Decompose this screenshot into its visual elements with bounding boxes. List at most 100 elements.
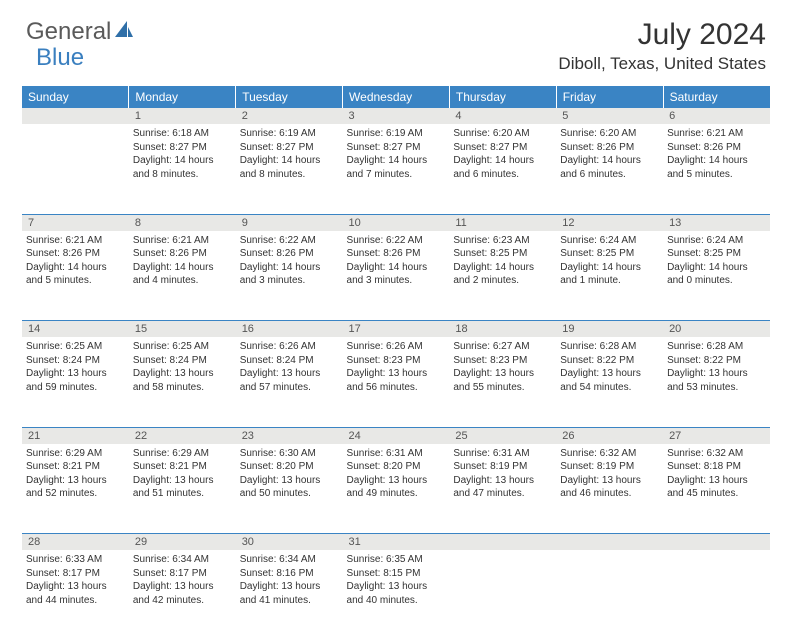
daylight-text-1: Daylight: 13 hours: [240, 580, 339, 594]
daylight-text-1: Daylight: 13 hours: [240, 367, 339, 381]
daylight-text-2: and 8 minutes.: [240, 168, 339, 182]
sunset-text: Sunset: 8:22 PM: [560, 354, 659, 368]
daylight-text-1: Daylight: 14 hours: [560, 154, 659, 168]
daylight-text-2: and 5 minutes.: [667, 168, 766, 182]
sunset-text: Sunset: 8:24 PM: [26, 354, 125, 368]
sunset-text: Sunset: 8:26 PM: [240, 247, 339, 261]
sunrise-text: Sunrise: 6:19 AM: [347, 127, 446, 141]
daylight-text-2: and 6 minutes.: [560, 168, 659, 182]
day-content-cell: Sunrise: 6:26 AMSunset: 8:23 PMDaylight:…: [343, 337, 450, 427]
daylight-text-1: Daylight: 14 hours: [133, 261, 232, 275]
daylight-text-2: and 42 minutes.: [133, 594, 232, 608]
sunrise-text: Sunrise: 6:21 AM: [667, 127, 766, 141]
sunset-text: Sunset: 8:25 PM: [667, 247, 766, 261]
day-number-cell: 23: [236, 427, 343, 444]
sunrise-text: Sunrise: 6:21 AM: [133, 234, 232, 248]
daylight-text-2: and 40 minutes.: [347, 594, 446, 608]
sunrise-text: Sunrise: 6:24 AM: [560, 234, 659, 248]
sunrise-text: Sunrise: 6:31 AM: [347, 447, 446, 461]
day-number-cell: [663, 534, 770, 551]
weekday-header: Monday: [129, 86, 236, 108]
daylight-text-2: and 57 minutes.: [240, 381, 339, 395]
day-content-cell: Sunrise: 6:31 AMSunset: 8:20 PMDaylight:…: [343, 444, 450, 534]
day-number-cell: 22: [129, 427, 236, 444]
sunrise-text: Sunrise: 6:23 AM: [453, 234, 552, 248]
day-number-cell: 10: [343, 214, 450, 231]
day-content-cell: Sunrise: 6:28 AMSunset: 8:22 PMDaylight:…: [663, 337, 770, 427]
sunrise-text: Sunrise: 6:31 AM: [453, 447, 552, 461]
daylight-text-2: and 53 minutes.: [667, 381, 766, 395]
day-number-cell: 6: [663, 108, 770, 124]
day-content-row: Sunrise: 6:29 AMSunset: 8:21 PMDaylight:…: [22, 444, 770, 534]
daylight-text-1: Daylight: 13 hours: [453, 367, 552, 381]
daylight-text-2: and 45 minutes.: [667, 487, 766, 501]
daylight-text-2: and 46 minutes.: [560, 487, 659, 501]
day-number-cell: 4: [449, 108, 556, 124]
sunrise-text: Sunrise: 6:34 AM: [240, 553, 339, 567]
sunrise-text: Sunrise: 6:32 AM: [560, 447, 659, 461]
day-content-cell: Sunrise: 6:24 AMSunset: 8:25 PMDaylight:…: [556, 231, 663, 321]
day-content-cell: Sunrise: 6:19 AMSunset: 8:27 PMDaylight:…: [236, 124, 343, 214]
day-content-cell: Sunrise: 6:22 AMSunset: 8:26 PMDaylight:…: [236, 231, 343, 321]
sunset-text: Sunset: 8:17 PM: [26, 567, 125, 581]
sunrise-text: Sunrise: 6:25 AM: [26, 340, 125, 354]
daylight-text-2: and 41 minutes.: [240, 594, 339, 608]
sunset-text: Sunset: 8:21 PM: [26, 460, 125, 474]
day-content-cell: [556, 550, 663, 640]
day-number-cell: 1: [129, 108, 236, 124]
day-content-cell: Sunrise: 6:32 AMSunset: 8:19 PMDaylight:…: [556, 444, 663, 534]
day-number-cell: 28: [22, 534, 129, 551]
weekday-header-row: Sunday Monday Tuesday Wednesday Thursday…: [22, 86, 770, 108]
day-number-row: 78910111213: [22, 214, 770, 231]
day-number-cell: 31: [343, 534, 450, 551]
day-number-cell: 26: [556, 427, 663, 444]
day-number-cell: 16: [236, 321, 343, 338]
sunrise-text: Sunrise: 6:27 AM: [453, 340, 552, 354]
daylight-text-2: and 47 minutes.: [453, 487, 552, 501]
day-number-cell: [22, 108, 129, 124]
sunset-text: Sunset: 8:15 PM: [347, 567, 446, 581]
daylight-text-1: Daylight: 13 hours: [240, 474, 339, 488]
day-number-row: 14151617181920: [22, 321, 770, 338]
day-number-cell: 25: [449, 427, 556, 444]
weekday-header: Friday: [556, 86, 663, 108]
day-content-cell: [449, 550, 556, 640]
sunset-text: Sunset: 8:27 PM: [240, 141, 339, 155]
daylight-text-1: Daylight: 14 hours: [560, 261, 659, 275]
day-number-row: 28293031: [22, 534, 770, 551]
daylight-text-2: and 1 minute.: [560, 274, 659, 288]
day-content-cell: Sunrise: 6:18 AMSunset: 8:27 PMDaylight:…: [129, 124, 236, 214]
daylight-text-1: Daylight: 14 hours: [26, 261, 125, 275]
sunset-text: Sunset: 8:25 PM: [560, 247, 659, 261]
day-number-cell: 9: [236, 214, 343, 231]
sunrise-text: Sunrise: 6:26 AM: [347, 340, 446, 354]
day-content-row: Sunrise: 6:25 AMSunset: 8:24 PMDaylight:…: [22, 337, 770, 427]
daylight-text-1: Daylight: 13 hours: [26, 474, 125, 488]
sunset-text: Sunset: 8:27 PM: [133, 141, 232, 155]
sunset-text: Sunset: 8:26 PM: [667, 141, 766, 155]
day-content-cell: Sunrise: 6:20 AMSunset: 8:27 PMDaylight:…: [449, 124, 556, 214]
day-number-cell: 20: [663, 321, 770, 338]
day-number-cell: 18: [449, 321, 556, 338]
day-number-cell: 13: [663, 214, 770, 231]
day-number-cell: 19: [556, 321, 663, 338]
daylight-text-2: and 54 minutes.: [560, 381, 659, 395]
daylight-text-1: Daylight: 14 hours: [667, 154, 766, 168]
day-number-cell: [556, 534, 663, 551]
day-number-cell: 2: [236, 108, 343, 124]
daylight-text-1: Daylight: 14 hours: [453, 261, 552, 275]
daylight-text-1: Daylight: 14 hours: [240, 154, 339, 168]
daylight-text-2: and 44 minutes.: [26, 594, 125, 608]
daylight-text-1: Daylight: 13 hours: [560, 474, 659, 488]
daylight-text-1: Daylight: 13 hours: [26, 367, 125, 381]
daylight-text-2: and 59 minutes.: [26, 381, 125, 395]
daylight-text-2: and 52 minutes.: [26, 487, 125, 501]
sunrise-text: Sunrise: 6:24 AM: [667, 234, 766, 248]
sunrise-text: Sunrise: 6:29 AM: [26, 447, 125, 461]
day-number-cell: 15: [129, 321, 236, 338]
sunset-text: Sunset: 8:26 PM: [26, 247, 125, 261]
daylight-text-1: Daylight: 13 hours: [560, 367, 659, 381]
day-content-cell: Sunrise: 6:30 AMSunset: 8:20 PMDaylight:…: [236, 444, 343, 534]
day-content-cell: Sunrise: 6:27 AMSunset: 8:23 PMDaylight:…: [449, 337, 556, 427]
weekday-header: Saturday: [663, 86, 770, 108]
